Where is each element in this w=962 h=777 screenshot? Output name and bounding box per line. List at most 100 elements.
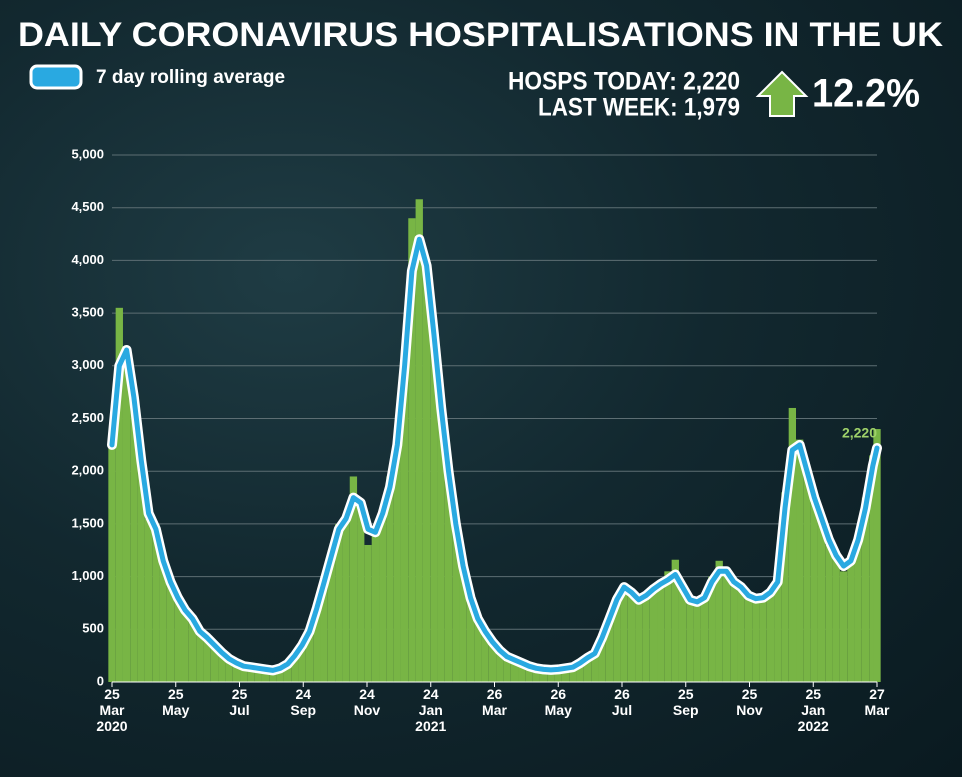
bar [803, 476, 811, 682]
bar [415, 199, 423, 682]
bar [481, 632, 489, 682]
bar [869, 455, 877, 682]
bar [788, 407, 797, 682]
stat-last-week: LAST WEEK: 1,979 [538, 94, 740, 122]
y-tick-label: 2,000 [71, 463, 104, 478]
bar [561, 668, 570, 682]
bar [700, 595, 709, 682]
bar [817, 523, 826, 682]
bar [459, 568, 467, 682]
bar [510, 660, 519, 682]
bar [715, 560, 723, 682]
bar [737, 589, 745, 682]
bar [518, 664, 526, 682]
bar [796, 439, 804, 682]
bar [539, 669, 548, 682]
bar [583, 656, 592, 682]
bar [232, 664, 241, 682]
bar [137, 455, 145, 682]
x-tick-label: 25 Sep [672, 686, 699, 718]
x-tick-label: 26 Jul [611, 686, 633, 718]
bar [327, 550, 336, 682]
bar [152, 523, 160, 682]
bar [408, 218, 416, 683]
bar [525, 666, 533, 682]
bar [744, 597, 753, 682]
y-tick-label: 3,000 [71, 357, 104, 372]
bar [393, 434, 401, 682]
bar [210, 644, 219, 682]
bar [825, 544, 833, 682]
bar [283, 663, 292, 682]
bar [122, 355, 131, 682]
bar [254, 667, 262, 682]
bar [342, 515, 350, 682]
bar [503, 657, 511, 682]
bar [873, 429, 881, 682]
bar [839, 571, 848, 682]
bar [466, 599, 475, 682]
bar [298, 643, 306, 682]
bar [598, 634, 606, 682]
stat-today: HOSPS TODAY: 2,220 [508, 68, 740, 96]
y-tick-label: 2,500 [71, 410, 104, 425]
bar [379, 508, 387, 682]
bar [291, 654, 299, 682]
bar [613, 595, 621, 682]
bar [810, 502, 818, 682]
x-tick-label: 25 Jul [229, 686, 250, 718]
bar [781, 492, 789, 682]
bar [305, 629, 314, 682]
bar [532, 668, 540, 682]
bar [496, 651, 504, 682]
bar [166, 578, 175, 682]
bar [847, 555, 855, 682]
bar [437, 418, 445, 682]
bar [196, 629, 204, 682]
bar [591, 652, 599, 682]
bar [371, 529, 380, 682]
bar [144, 518, 153, 682]
bar [854, 534, 862, 682]
bar [642, 593, 650, 682]
bar [759, 598, 767, 682]
x-tick-label: 24 Jan 2021 [415, 686, 447, 734]
bar [752, 601, 760, 682]
bar [313, 604, 321, 682]
bar [218, 653, 226, 682]
bar [832, 557, 840, 682]
y-tick-label: 5,000 [71, 146, 104, 161]
x-tick-label: 26 Mar [482, 686, 507, 718]
bar [159, 566, 167, 682]
bar [115, 307, 123, 682]
bar [452, 529, 460, 682]
legend-label: 7 day rolling average [96, 67, 285, 88]
bar [686, 602, 694, 682]
y-tick-label: 500 [82, 621, 104, 636]
bar [108, 439, 116, 682]
bar [444, 476, 453, 682]
x-tick-label: 24 Sep [290, 686, 317, 718]
bar [766, 590, 775, 682]
bar [203, 639, 211, 682]
y-tick-label: 1,500 [71, 515, 104, 530]
bar [261, 669, 270, 682]
bar [649, 587, 658, 682]
bar [422, 276, 431, 682]
bar [188, 620, 197, 682]
chart-title: DAILY CORONAVIRUS HOSPITALISATIONS IN TH… [18, 16, 943, 54]
y-tick-label: 4,000 [71, 252, 104, 267]
up-arrow [755, 70, 809, 117]
bar [349, 476, 358, 682]
annotation: 2,220 [842, 425, 877, 441]
bar [774, 580, 782, 682]
bar [357, 508, 365, 682]
x-tick-label: 27 Mar [864, 686, 890, 718]
bar [335, 523, 343, 682]
bar [130, 402, 138, 682]
x-tick-label: 25 Jan 2022 [797, 686, 829, 734]
x-tick-label: 26 May [544, 686, 572, 718]
bar [605, 614, 614, 682]
